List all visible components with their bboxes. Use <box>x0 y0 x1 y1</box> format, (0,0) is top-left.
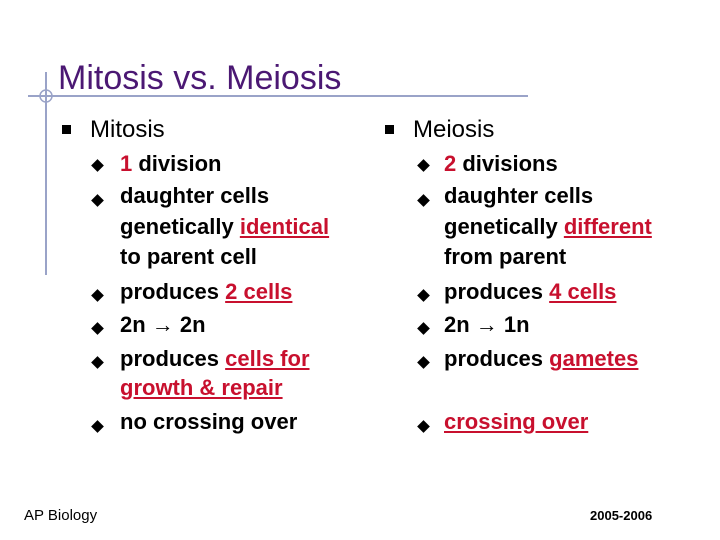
diamond-bullet-icon <box>91 194 104 207</box>
diamond-bullet-icon <box>91 420 104 433</box>
diamond-bullet-icon <box>417 159 430 172</box>
footer-course: AP Biology <box>24 507 98 524</box>
mitosis-daughter-line3: to parent cell <box>120 244 257 269</box>
square-bullet-icon <box>62 125 71 134</box>
diamond-bullet-icon <box>91 159 104 172</box>
meiosis-crossing: crossing over <box>444 406 588 438</box>
meiosis-produces: produces <box>444 279 550 304</box>
diamond-bullet-icon <box>91 356 104 369</box>
mitosis-purpose-line2: growth & repair <box>120 372 283 404</box>
mitosis-purpose-line1: produces cells for <box>120 343 310 375</box>
mitosis-identical: identical <box>239 214 330 239</box>
meiosis-different: different <box>563 214 652 239</box>
mitosis-division-text: division <box>132 151 222 176</box>
mitosis-growth-repair: growth & repair <box>120 375 283 400</box>
meiosis-heading-label: Meiosis <box>413 116 495 143</box>
diamond-bullet-icon <box>417 289 430 302</box>
meiosis-gametes: produces gametes <box>444 343 638 375</box>
title-rule <box>28 95 528 97</box>
mitosis-heading-label: Mitosis <box>90 116 165 143</box>
meiosis-gametes-text: gametes <box>549 346 639 371</box>
meiosis-daughter-line2: genetically different <box>444 211 652 243</box>
crosshair-icon <box>36 86 56 106</box>
mitosis-ploidy: 2n → 2n <box>120 309 206 341</box>
mitosis-daughter-line1: daughter cells <box>120 183 270 208</box>
meiosis-divisions: 2 divisions <box>444 148 558 180</box>
meiosis-produces-cells: produces 4 cells <box>444 276 616 308</box>
diamond-bullet-icon <box>417 322 430 335</box>
meiosis-crossing-text: crossing over <box>444 409 589 434</box>
meiosis-ploidy: 2n → 1n <box>444 309 530 341</box>
meiosis-daughter-line3: from parent <box>444 244 567 269</box>
slide-title: Mitosis vs. Meiosis <box>58 59 342 97</box>
arrow-right-icon: → <box>151 312 174 337</box>
meiosis-ploidy-to: 1n <box>497 312 530 337</box>
mitosis-produces-2: produces <box>120 346 226 371</box>
diamond-bullet-icon <box>91 289 104 302</box>
mitosis-produces: produces <box>120 279 226 304</box>
meiosis-cell-count: 4 cells <box>549 279 617 304</box>
mitosis-genetically: genetically <box>120 214 240 239</box>
meiosis-division-text: divisions <box>456 151 558 176</box>
mitosis-produces-cells: produces 2 cells <box>120 276 292 308</box>
arrow-right-icon: → <box>475 312 498 337</box>
mitosis-cell-count: 2 cells <box>225 279 293 304</box>
diamond-bullet-icon <box>91 322 104 335</box>
mitosis-division-count: 1 <box>120 151 133 176</box>
mitosis-cells-for: cells for <box>225 346 310 371</box>
side-rule <box>45 72 47 275</box>
mitosis-ploidy-from: 2n <box>120 312 152 337</box>
meiosis-division-count: 2 <box>444 151 457 176</box>
diamond-bullet-icon <box>417 420 430 433</box>
diamond-bullet-icon <box>417 356 430 369</box>
mitosis-ploidy-to: 2n <box>173 312 206 337</box>
diamond-bullet-icon <box>417 194 430 207</box>
square-bullet-icon <box>385 125 394 134</box>
meiosis-produces-2: produces <box>444 346 550 371</box>
mitosis-crossing: no crossing over <box>120 409 298 434</box>
meiosis-daughter-line1: daughter cells <box>444 183 594 208</box>
meiosis-ploidy-from: 2n <box>444 312 476 337</box>
mitosis-divisions: 1 division <box>120 148 222 180</box>
mitosis-daughter-line2: genetically identical <box>120 211 329 243</box>
footer-year: 2005-2006 <box>590 508 653 523</box>
meiosis-genetically: genetically <box>444 214 564 239</box>
